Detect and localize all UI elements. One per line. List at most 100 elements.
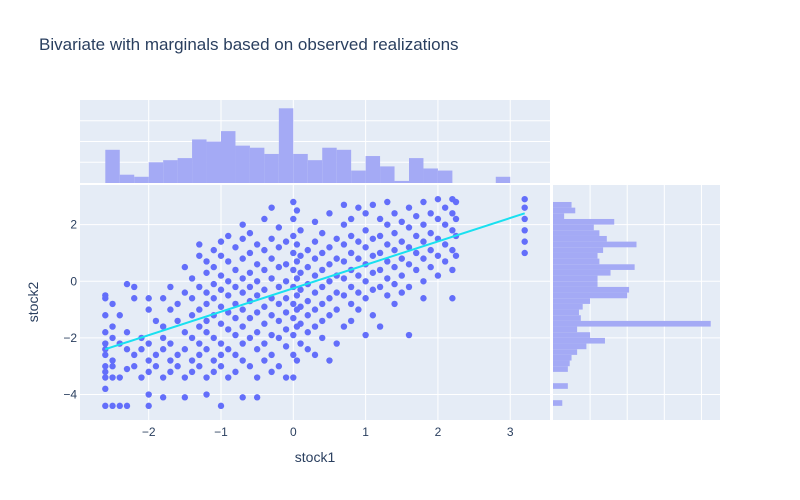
scatter-point (268, 204, 275, 211)
scatter-point (355, 255, 362, 262)
top-histogram (105, 108, 511, 183)
scatter-point (210, 334, 217, 342)
scatter-point (196, 340, 203, 347)
scatter-point (109, 300, 116, 308)
scatter-point (405, 224, 413, 231)
scatter-point (102, 368, 109, 376)
right-histogram-bar (553, 224, 594, 231)
scatter-point (355, 238, 362, 245)
scatter-point (210, 368, 217, 376)
scatter-point (413, 266, 420, 274)
chart-title: Bivariate with marginals based on observ… (39, 35, 459, 54)
scatter-point (376, 323, 384, 330)
scatter-point (188, 357, 196, 364)
scatter-point (203, 289, 210, 296)
right-histogram-bar (553, 400, 563, 406)
scatter-point (293, 258, 301, 265)
scatter-point (102, 402, 109, 410)
scatter-point (217, 272, 225, 279)
scatter-point (326, 278, 333, 285)
scatter-point (181, 394, 189, 401)
scatter-point (159, 295, 167, 302)
scatter-point (217, 340, 225, 347)
scatter-point (326, 312, 333, 319)
scatter-point (405, 331, 413, 339)
scatter-point (282, 295, 290, 302)
right-histogram-bar (553, 252, 598, 259)
scatter-point (246, 249, 254, 257)
scatter-point (145, 402, 152, 410)
x-tick-label: −2 (142, 425, 156, 439)
scatter-point (210, 357, 217, 364)
scatter-point (123, 346, 131, 353)
scatter-point (138, 374, 145, 381)
scatter-point (131, 363, 138, 370)
scatter-point (253, 292, 261, 299)
scatter-point (304, 297, 311, 305)
scatter-point (203, 258, 210, 265)
scatter-point (282, 238, 290, 245)
scatter-point (369, 286, 377, 293)
scatter-point (116, 402, 123, 410)
scatter-point (340, 221, 348, 228)
scatter-point (246, 363, 254, 370)
scatter-point (181, 346, 189, 353)
scatter-point (340, 241, 348, 248)
top-histogram-bar (148, 162, 164, 183)
scatter-point (167, 357, 174, 364)
right-histogram-bar (553, 360, 570, 367)
scatter-points (102, 195, 528, 410)
scatter-point (326, 357, 333, 364)
right-histogram-bar (553, 230, 600, 236)
scatter-point (290, 198, 297, 206)
scatter-point (225, 292, 232, 299)
scatter-point (340, 201, 348, 209)
scatter-point (123, 280, 131, 288)
scatter-point (384, 221, 391, 228)
scatter-point (268, 368, 275, 376)
scatter-point (297, 340, 304, 347)
scatter-point (362, 244, 369, 251)
right-histogram (553, 201, 711, 406)
scatter-point (434, 272, 442, 279)
scatter-point (102, 374, 109, 381)
scatter-point (174, 363, 181, 370)
right-histogram-bar (553, 366, 568, 372)
right-histogram-bar (553, 235, 607, 242)
scatter-point (253, 278, 261, 285)
right-histogram-bar (553, 332, 591, 338)
scatter-point (452, 215, 460, 223)
scatter-point (102, 385, 109, 393)
scatter-point (225, 326, 232, 333)
scatter-point (145, 306, 152, 313)
scatter-point (449, 246, 456, 254)
y-tick-label: 0 (70, 274, 77, 288)
scatter-point (290, 215, 297, 223)
scatter-point (232, 266, 239, 274)
scatter-point (441, 241, 449, 248)
top-histogram-bar (307, 160, 323, 183)
scatter-point (297, 269, 304, 276)
scatter-point (181, 329, 189, 336)
top-histogram-bar (351, 170, 366, 183)
scatter-point (203, 346, 210, 353)
scatter-point (413, 212, 420, 220)
y-tick-label: −2 (63, 331, 77, 345)
scatter-point (225, 374, 232, 381)
scatter-point (319, 283, 326, 291)
scatter-point (123, 329, 131, 336)
scatter-point (217, 402, 225, 410)
right-histogram-bar (553, 349, 578, 355)
scatter-point (290, 249, 297, 257)
scatter-point (376, 249, 384, 257)
scatter-point (232, 331, 239, 339)
scatter-point (261, 320, 268, 327)
scatter-point (355, 204, 362, 211)
top-histogram-bar (423, 168, 438, 183)
scatter-point (293, 292, 301, 299)
scatter-point (275, 263, 283, 271)
scatter-point (355, 272, 362, 279)
scatter-point (405, 261, 413, 268)
scatter-point (391, 263, 398, 271)
scatter-point (333, 289, 340, 296)
